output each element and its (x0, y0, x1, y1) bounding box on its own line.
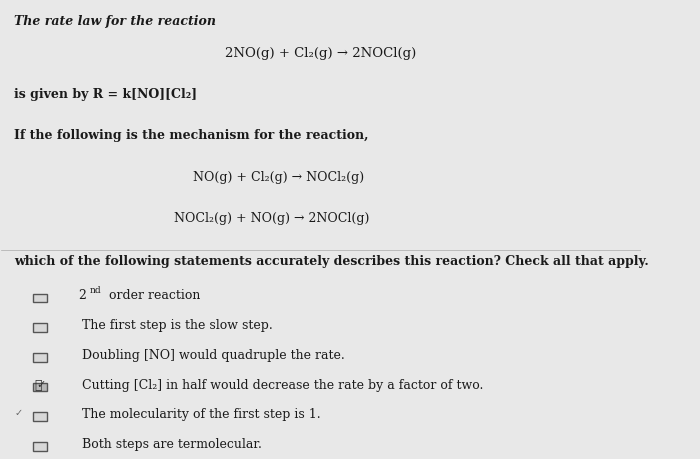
Text: NO(g) + Cl₂(g) → NOCl₂(g): NO(g) + Cl₂(g) → NOCl₂(g) (193, 170, 364, 183)
FancyBboxPatch shape (34, 383, 48, 392)
FancyBboxPatch shape (34, 294, 48, 302)
Text: Cutting [Cl₂] in half would decrease the rate by a factor of two.: Cutting [Cl₂] in half would decrease the… (78, 378, 484, 391)
Text: 2: 2 (78, 289, 86, 302)
Text: If the following is the mechanism for the reaction,: If the following is the mechanism for th… (14, 129, 369, 142)
FancyBboxPatch shape (34, 413, 48, 421)
Text: The rate law for the reaction: The rate law for the reaction (14, 15, 216, 28)
Text: Both steps are termolecular.: Both steps are termolecular. (78, 437, 262, 450)
FancyBboxPatch shape (34, 324, 48, 332)
Text: ✓: ✓ (14, 408, 22, 417)
Text: is given by R = k[NO][Cl₂]: is given by R = k[NO][Cl₂] (14, 88, 197, 101)
Text: ✓: ✓ (36, 379, 46, 389)
FancyBboxPatch shape (34, 442, 48, 451)
Text: Doubling [NO] would quadruple the rate.: Doubling [NO] would quadruple the rate. (78, 348, 345, 361)
Text: nd: nd (90, 285, 102, 295)
Text: The molecularity of the first step is 1.: The molecularity of the first step is 1. (78, 408, 321, 420)
Text: NOCl₂(g) + NO(g) → 2NOCl(g): NOCl₂(g) + NO(g) → 2NOCl(g) (174, 211, 370, 224)
Text: ⮤: ⮤ (34, 378, 42, 391)
FancyBboxPatch shape (34, 353, 48, 362)
Text: order reaction: order reaction (105, 289, 200, 302)
Text: 2NO(g) + Cl₂(g) → 2NOCl(g): 2NO(g) + Cl₂(g) → 2NOCl(g) (225, 47, 416, 60)
Text: which of the following statements accurately describes this reaction? Check all : which of the following statements accura… (14, 255, 649, 268)
Text: The first step is the slow step.: The first step is the slow step. (78, 319, 273, 331)
